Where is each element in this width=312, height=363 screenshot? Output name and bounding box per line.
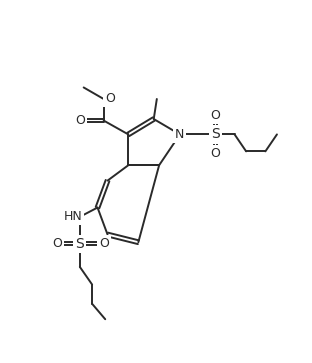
Text: O: O [99, 237, 109, 250]
Text: S: S [211, 127, 220, 142]
Text: O: O [210, 109, 220, 122]
Text: O: O [210, 147, 220, 160]
Text: O: O [105, 93, 115, 106]
Text: O: O [52, 237, 62, 250]
Text: O: O [76, 114, 85, 127]
Text: HN: HN [63, 210, 82, 223]
Text: S: S [76, 237, 84, 251]
Text: N: N [175, 128, 185, 141]
